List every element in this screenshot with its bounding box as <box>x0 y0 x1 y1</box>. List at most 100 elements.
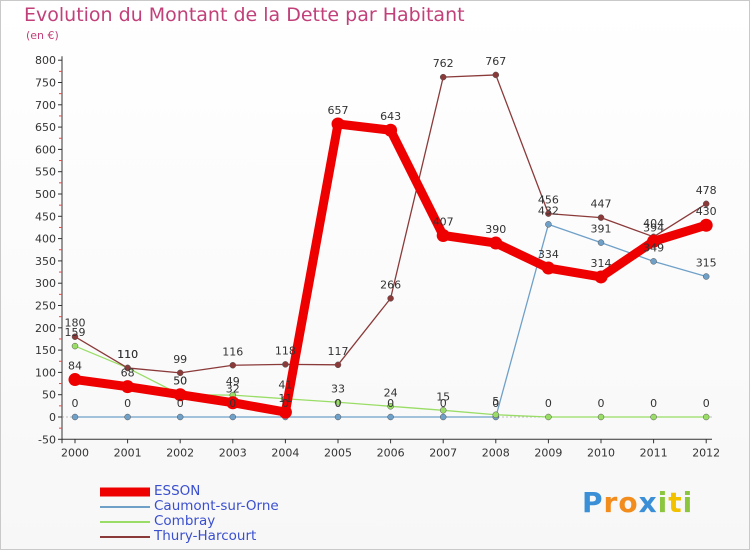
x-tick-label: 2004 <box>271 446 299 459</box>
data-label: 0 <box>387 397 394 410</box>
x-tick-label: 2006 <box>377 446 405 459</box>
data-point <box>702 273 710 280</box>
data-label: 767 <box>485 55 506 68</box>
y-tick-label: 200 <box>35 322 56 335</box>
data-point <box>545 210 552 217</box>
data-point <box>594 270 608 284</box>
data-point <box>121 380 135 394</box>
data-label: 50 <box>173 375 187 388</box>
logo-letter: r <box>603 486 619 519</box>
data-label: 643 <box>380 110 401 123</box>
data-point <box>436 228 450 242</box>
y-tick-label: 150 <box>35 344 56 357</box>
data-label: 390 <box>485 223 506 236</box>
data-point <box>334 361 342 369</box>
y-tick-label: 250 <box>35 300 56 313</box>
y-tick-label: 0 <box>49 411 56 424</box>
logo-letter: i <box>682 486 694 519</box>
data-label: 0 <box>598 397 605 410</box>
data-label: 0 <box>703 397 710 410</box>
legend-label: Thury-Harcourt <box>154 528 257 544</box>
data-label: 0 <box>282 397 289 410</box>
data-label: 50 <box>173 375 187 388</box>
data-label: 315 <box>696 257 717 270</box>
legend-label: Caumont-sur-Orne <box>154 498 279 514</box>
data-label: 432 <box>538 204 559 217</box>
data-label: 349 <box>643 241 664 254</box>
data-point <box>699 218 713 232</box>
legend-label: ESSON <box>154 483 201 499</box>
x-tick-label: 2003 <box>219 446 247 459</box>
y-tick-label: 550 <box>35 166 56 179</box>
data-point <box>439 413 447 421</box>
data-point <box>124 364 131 372</box>
y-tick-label: 450 <box>35 210 56 223</box>
data-label: 762 <box>433 57 454 70</box>
data-point <box>331 117 345 131</box>
logo-letter: P <box>582 486 604 519</box>
x-tick-label: 2002 <box>166 446 194 459</box>
y-tick-label: 400 <box>35 233 56 246</box>
data-label: 266 <box>380 278 401 291</box>
data-label: 657 <box>328 104 349 117</box>
data-point <box>68 373 82 387</box>
legend-swatch <box>100 505 150 508</box>
data-point <box>176 413 184 421</box>
x-tick-label: 2010 <box>587 446 615 459</box>
data-label: 117 <box>328 345 349 358</box>
data-point <box>647 234 661 248</box>
data-label: 11 <box>278 392 292 405</box>
logo-letter: x <box>638 486 658 519</box>
data-label: 456 <box>538 194 559 207</box>
data-label: 15 <box>436 390 450 403</box>
data-point <box>387 413 394 421</box>
data-label: 110 <box>117 348 138 361</box>
x-tick-label: 2001 <box>114 446 142 459</box>
y-tick-label: 300 <box>35 277 56 290</box>
data-point <box>439 73 447 81</box>
data-label: 116 <box>222 345 243 358</box>
data-point <box>597 413 605 421</box>
logo-letter: o <box>618 486 639 519</box>
data-point <box>492 71 500 79</box>
x-tick-label: 2012 <box>692 446 720 459</box>
data-point <box>597 239 605 246</box>
data-label: 84 <box>68 360 82 373</box>
logo-letter: i <box>657 486 669 519</box>
data-point <box>334 413 342 421</box>
data-label: 394 <box>643 221 664 234</box>
data-point <box>702 200 710 208</box>
data-point <box>387 403 394 410</box>
data-point <box>124 413 131 421</box>
legend-swatch <box>100 520 150 523</box>
data-label: 110 <box>117 348 138 361</box>
data-label: 180 <box>65 317 86 330</box>
data-label: 0 <box>72 397 79 410</box>
y-tick-label: 650 <box>35 121 56 134</box>
y-tick-label: -50 <box>38 433 56 446</box>
data-label: 68 <box>121 367 135 380</box>
data-point <box>71 413 79 421</box>
data-point <box>334 399 342 406</box>
data-point <box>176 369 184 377</box>
data-label: 24 <box>384 386 398 399</box>
proxiti-logo: Proxiti <box>582 486 693 519</box>
data-point <box>702 413 710 421</box>
data-label: 159 <box>65 326 86 339</box>
data-point <box>229 413 237 421</box>
x-tick-label: 2009 <box>534 446 562 459</box>
data-label: 0 <box>177 397 184 410</box>
data-point <box>384 123 398 137</box>
data-point <box>282 361 289 368</box>
data-point <box>278 405 292 419</box>
data-label: 0 <box>335 397 342 410</box>
data-label: 0 <box>650 397 657 410</box>
data-label: 0 <box>229 397 236 410</box>
legend-label: Combray <box>154 513 216 529</box>
y-tick-label: 800 <box>35 54 56 67</box>
chart-unit: (en €) <box>26 29 59 42</box>
logo-letter: t <box>668 486 683 519</box>
data-label: 0 <box>492 397 499 410</box>
y-tick-label: 600 <box>35 143 56 156</box>
data-point <box>387 295 394 302</box>
